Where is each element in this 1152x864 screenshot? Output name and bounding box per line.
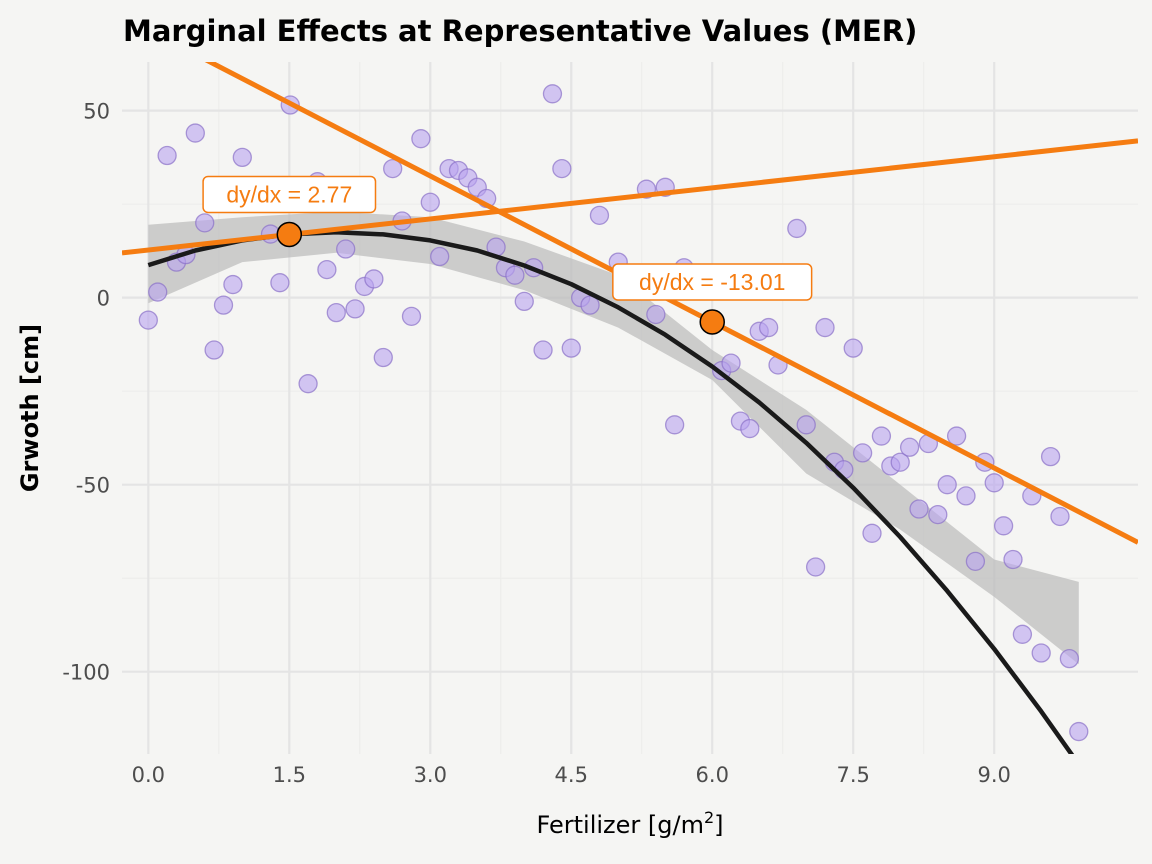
data-point	[213, 295, 234, 315]
data-point	[937, 475, 957, 495]
slope-label-box	[202, 175, 377, 214]
data-point	[862, 523, 882, 543]
data-point	[1050, 506, 1070, 527]
data-point	[317, 259, 337, 280]
chart-title: Marginal Effects at Representative Value…	[123, 14, 917, 48]
y-tick-label: -50	[76, 474, 110, 498]
data-point	[815, 317, 835, 338]
data-point	[843, 338, 863, 358]
data-point	[721, 353, 741, 373]
y-tick-label: 0	[97, 287, 110, 311]
data-point	[373, 347, 393, 368]
data-point	[589, 205, 610, 226]
data-point	[1069, 721, 1089, 742]
y-tick-label: -100	[62, 661, 110, 685]
data-point	[552, 158, 572, 179]
data-point	[364, 269, 384, 289]
x-tick-label: 6.0	[696, 763, 729, 787]
x-tick-label: 0.0	[132, 763, 165, 787]
data-point	[298, 374, 318, 394]
data-point	[270, 273, 290, 293]
slope-label: dy/dx = -13.01	[639, 269, 785, 295]
data-point	[946, 426, 967, 446]
data-point	[993, 516, 1014, 536]
data-point	[956, 486, 976, 506]
data-point	[185, 123, 205, 143]
data-point	[232, 147, 252, 168]
data-point	[899, 437, 920, 457]
y-axis-label: Grwoth [cm]	[16, 324, 44, 492]
data-point	[411, 129, 431, 149]
data-point	[965, 551, 986, 572]
x-tick-label: 9.0	[977, 763, 1010, 787]
data-point	[514, 291, 534, 312]
data-point	[138, 310, 158, 330]
data-point	[758, 317, 779, 338]
data-point	[505, 265, 525, 285]
data-point	[740, 418, 760, 439]
data-point	[646, 304, 666, 325]
data-point	[909, 499, 929, 519]
x-axis-label: Fertilizer [g/m2]	[536, 808, 723, 839]
data-point	[984, 473, 1004, 493]
data-point	[1040, 446, 1061, 467]
band-layer	[148, 211, 1079, 665]
data-point	[871, 426, 892, 446]
data-point	[345, 299, 365, 319]
slope-label-box	[612, 263, 813, 301]
tick-layer: 0.0 1.5 3.0 4.5 6.0 7.5 9.0 -100 -50 0 50	[62, 100, 1011, 787]
data-point	[542, 84, 563, 104]
data-point	[533, 340, 553, 360]
data-point	[1012, 624, 1033, 644]
data-point	[561, 338, 581, 358]
data-point	[805, 557, 826, 577]
x-tick-label: 4.5	[555, 763, 588, 787]
slope-label: dy/dx = 2.77	[226, 181, 352, 207]
data-point	[204, 340, 224, 360]
x-axis-label-superscript: 2	[704, 808, 714, 827]
data-point	[326, 302, 346, 323]
data-point	[223, 274, 243, 295]
data-point	[928, 504, 948, 525]
data-point	[383, 158, 403, 179]
data-point	[890, 452, 910, 472]
data-point	[787, 218, 807, 239]
x-tick-label: 1.5	[273, 763, 306, 787]
y-tick-label: 50	[83, 100, 110, 124]
data-point	[580, 295, 600, 315]
data-point	[336, 239, 356, 259]
data-point	[401, 306, 422, 327]
x-axis-label-main: Fertilizer [g/m	[536, 811, 703, 839]
x-tick-label: 3.0	[414, 763, 447, 787]
data-point	[1059, 648, 1080, 669]
data-point	[420, 192, 440, 212]
confidence-band	[148, 211, 1079, 665]
data-point	[852, 443, 873, 463]
data-point	[148, 282, 168, 302]
data-point	[796, 415, 816, 435]
marker-layer: dy/dx = 2.77 dy/dx = -13.01	[202, 175, 813, 335]
tangent-point-marker	[699, 309, 725, 335]
data-point	[195, 213, 215, 233]
x-axis-label-end: ]	[714, 811, 723, 839]
x-tick-label: 7.5	[837, 763, 870, 787]
tangent-point-marker	[276, 221, 303, 248]
data-point	[1003, 549, 1023, 570]
data-point	[1031, 643, 1051, 663]
data-point	[430, 246, 450, 267]
data-point	[664, 415, 685, 435]
data-point	[157, 145, 177, 166]
